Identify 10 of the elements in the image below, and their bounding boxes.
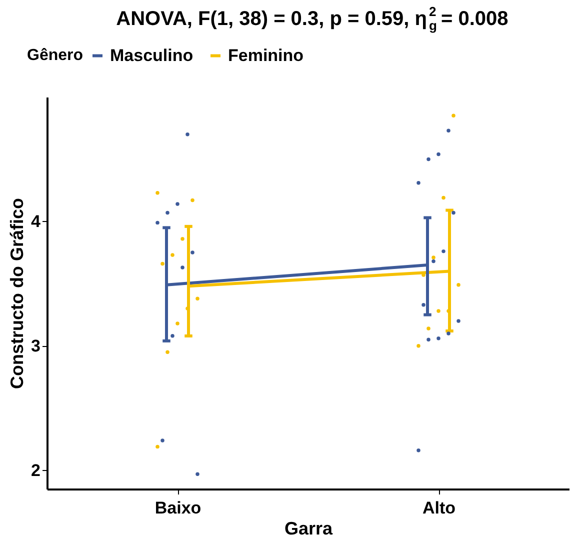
legend-label: Feminino — [228, 46, 304, 65]
legend-label: Masculino — [110, 46, 194, 65]
x-axis-title: Garra — [284, 518, 334, 538]
y-tick-label: 4 — [31, 212, 42, 231]
x-tick-label: Baixo — [154, 498, 202, 518]
legend-title: Gênero — [27, 47, 84, 64]
y-tick-label: 2 — [31, 460, 40, 480]
x-tick-label: Alto — [422, 498, 456, 518]
y-tick-label: 3 — [31, 336, 40, 356]
y-axis-title: Constructo do Gráfico — [7, 198, 28, 390]
